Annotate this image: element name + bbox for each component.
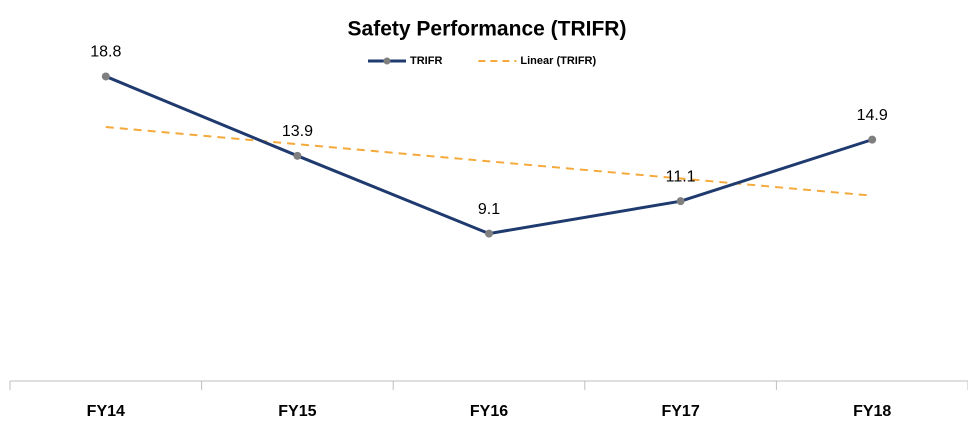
marker (485, 229, 493, 238)
data-label: 13.9 (282, 123, 313, 140)
marker (101, 72, 110, 81)
marker (676, 197, 685, 206)
legend-label: Linear (TRIFR) (520, 55, 596, 67)
x-tick-label: FY15 (278, 403, 316, 420)
trend-line (105, 125, 873, 197)
data-label: 14.9 (857, 107, 888, 124)
legend-label: TRIFR (410, 55, 442, 67)
data-label: 11.1 (666, 168, 696, 185)
x-tick-label: FY16 (470, 403, 508, 420)
data-label: 18.8 (90, 44, 121, 61)
legend-marker (383, 57, 391, 65)
data-label: 9.1 (478, 201, 500, 218)
marker (293, 151, 302, 160)
x-tick-label: FY18 (853, 403, 891, 420)
x-tick-label: FY14 (87, 403, 125, 420)
x-tick-label: FY17 (661, 403, 699, 420)
chart-title: Safety Performance (TRIFR) (348, 18, 627, 41)
marker (868, 135, 877, 144)
